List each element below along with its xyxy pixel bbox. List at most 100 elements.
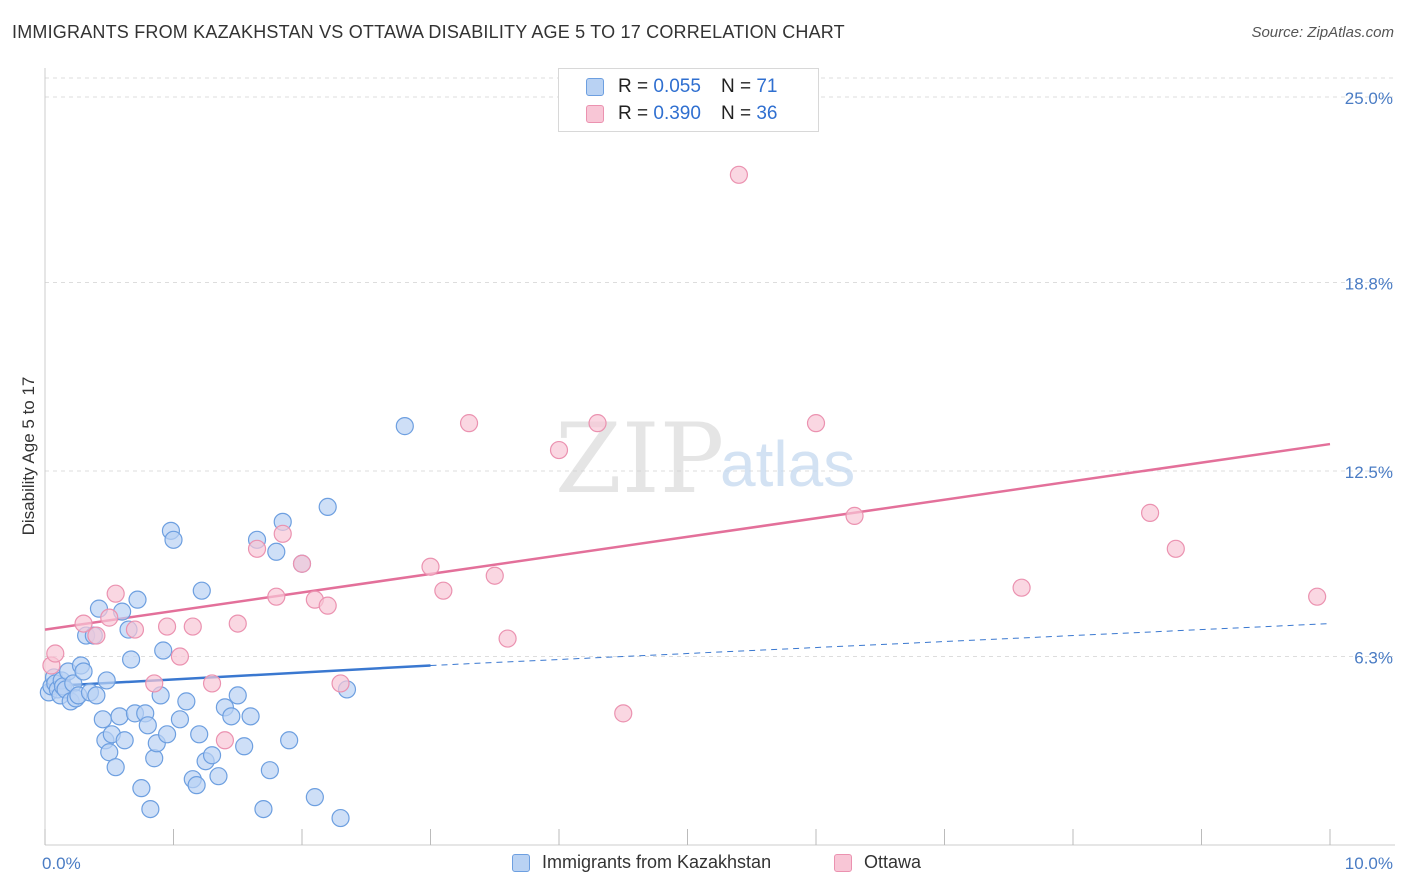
legend-swatch-blue: [512, 853, 530, 872]
x-tick-label: 0.0%: [42, 854, 81, 873]
watermark-atlas: atlas: [720, 428, 855, 500]
series-legend: Immigrants from Kazakhstan Ottawa: [0, 852, 1406, 878]
point-kazakhstan: [267, 542, 286, 561]
point-kazakhstan: [121, 650, 141, 669]
point-kazakhstan: [100, 743, 119, 762]
point-kazakhstan: [305, 788, 324, 807]
point-ottawa: [806, 414, 826, 433]
point-ottawa: [228, 614, 247, 633]
point-ottawa: [273, 524, 292, 543]
point-kazakhstan: [154, 641, 173, 660]
r-label: R =: [618, 76, 649, 97]
point-ottawa: [1140, 503, 1160, 522]
point-ottawa: [46, 644, 65, 663]
tick-labels: 6.3% 12.5% 18.8% 25.0% 0.0% 10.0%: [42, 89, 1393, 873]
point-ottawa: [1166, 539, 1185, 558]
y-axis-label: Disability Age 5 to 17: [19, 377, 38, 536]
point-ottawa: [421, 557, 440, 576]
point-ottawa: [247, 539, 267, 558]
n-label: N =: [720, 103, 752, 124]
point-kazakhstan: [222, 707, 241, 726]
legend-item-kazakhstan: Immigrants from Kazakhstan: [512, 852, 771, 873]
point-ottawa: [145, 674, 164, 693]
point-kazakhstan: [97, 671, 116, 690]
point-kazakhstan: [241, 707, 260, 726]
y-tick-label: 25.0%: [1345, 89, 1393, 108]
trend-line-ottawa: [44, 442, 1331, 631]
axes: [44, 68, 1395, 846]
point-ottawa: [157, 617, 177, 636]
point-kazakhstan: [157, 725, 177, 744]
point-kazakhstan: [138, 716, 157, 735]
legend-swatch-pink: [586, 105, 604, 123]
r-value: 0.390: [653, 103, 701, 124]
point-ottawa: [292, 554, 312, 573]
point-ottawa: [485, 566, 504, 585]
point-ottawa: [498, 629, 517, 648]
legend-label: Ottawa: [864, 852, 922, 872]
point-ottawa: [87, 626, 106, 645]
point-ottawa: [170, 647, 190, 666]
point-kazakhstan: [132, 779, 151, 798]
chart-title: IMMIGRANTS FROM KAZAKHSTAN VS OTTAWA DIS…: [12, 22, 845, 42]
point-kazakhstan: [318, 497, 337, 517]
point-kazakhstan: [170, 710, 190, 729]
r-label: R =: [618, 103, 649, 124]
correlation-legend: R = 0.055 N = 71 R = 0.390 N = 36: [558, 68, 819, 132]
point-kazakhstan: [280, 731, 299, 750]
n-label: N =: [720, 76, 752, 97]
point-ottawa: [549, 440, 569, 460]
n-value: 36: [756, 103, 778, 124]
point-kazakhstan: [228, 686, 247, 705]
trend-line-kazakhstan-extension: [430, 623, 1331, 666]
legend-label: Immigrants from Kazakhstan: [542, 852, 772, 872]
point-ottawa: [614, 704, 633, 723]
point-kazakhstan: [177, 692, 196, 711]
point-ottawa: [729, 165, 749, 184]
point-ottawa: [1012, 578, 1031, 597]
point-kazakhstan: [260, 761, 279, 780]
point-ottawa: [459, 414, 479, 433]
legend-swatch-pink: [834, 853, 852, 872]
point-kazakhstan: [110, 707, 129, 726]
point-ottawa: [125, 620, 145, 639]
point-kazakhstan: [235, 737, 254, 756]
legend-row-ottawa: R = 0.390 N = 36: [586, 102, 777, 126]
point-kazakhstan: [395, 417, 414, 436]
legend-row-kazakhstan: R = 0.055 N = 71: [586, 75, 777, 99]
point-kazakhstan: [87, 686, 106, 705]
watermark: ZIP atlas: [555, 403, 855, 515]
point-kazakhstan: [74, 662, 93, 681]
point-kazakhstan: [115, 731, 134, 750]
point-kazakhstan: [190, 725, 209, 744]
legend-swatch-blue: [586, 78, 604, 96]
point-kazakhstan: [141, 799, 160, 819]
point-ottawa: [183, 617, 202, 636]
point-ottawa: [331, 674, 350, 693]
point-ottawa: [588, 414, 607, 433]
point-ottawa: [202, 674, 222, 693]
point-ottawa: [215, 731, 234, 750]
point-ottawa: [100, 608, 119, 627]
r-value: 0.055: [653, 76, 701, 97]
point-kazakhstan: [202, 746, 222, 765]
point-ottawa: [845, 506, 864, 525]
n-value: 71: [756, 76, 778, 97]
point-kazakhstan: [128, 590, 147, 609]
points-ottawa: [42, 165, 1327, 750]
y-tick-label: 12.5%: [1345, 463, 1393, 482]
point-kazakhstan: [106, 758, 125, 777]
point-kazakhstan: [145, 749, 164, 768]
point-kazakhstan: [254, 799, 273, 819]
gridlines: [45, 77, 1395, 658]
point-ottawa: [106, 584, 125, 603]
point-kazakhstan: [209, 767, 228, 786]
legend-item-ottawa: Ottawa: [834, 852, 921, 873]
y-tick-label: 6.3%: [1354, 649, 1393, 668]
point-kazakhstan: [187, 776, 206, 795]
point-ottawa: [267, 587, 286, 606]
point-ottawa: [1308, 587, 1327, 606]
point-kazakhstan: [164, 530, 183, 549]
point-ottawa: [318, 596, 337, 615]
